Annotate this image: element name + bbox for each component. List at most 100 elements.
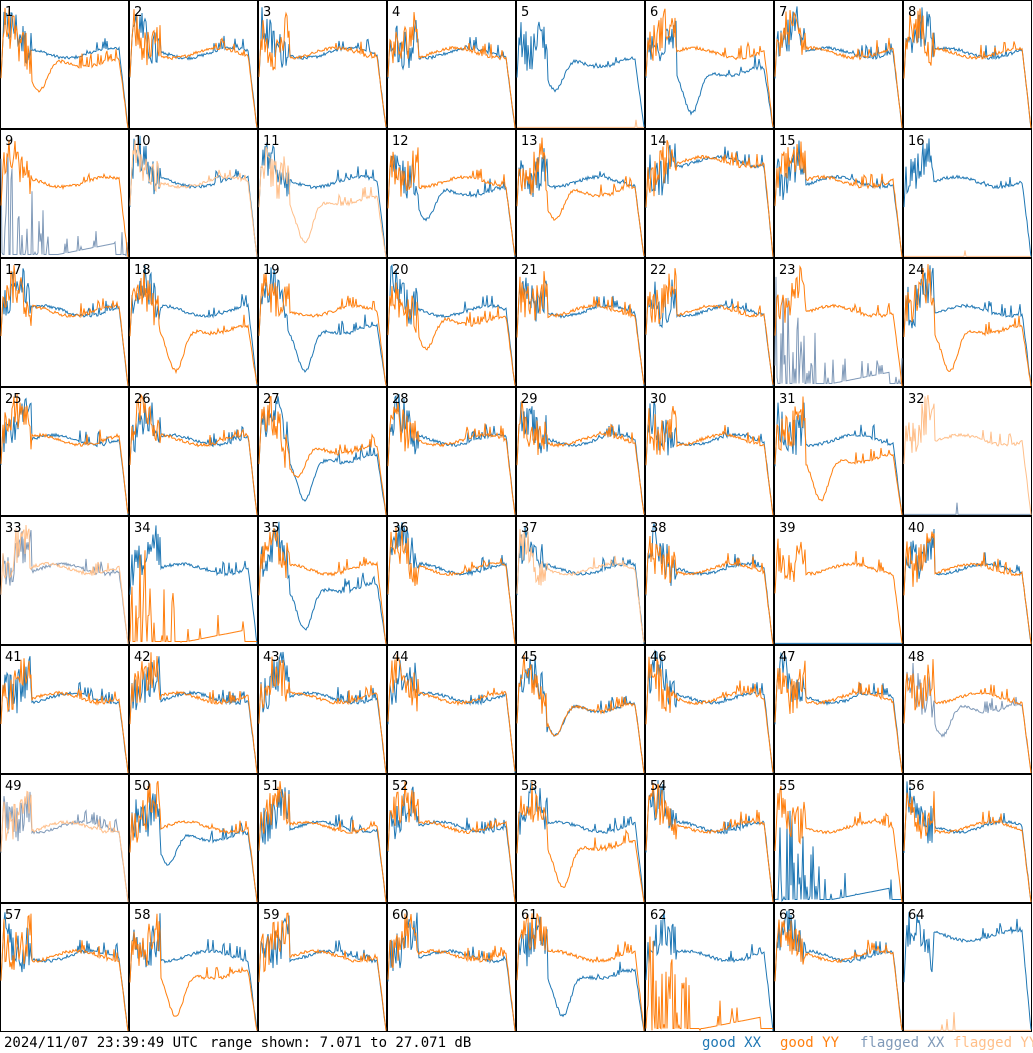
panel-label: 18 [134,263,151,278]
panel-frame [258,387,387,516]
panel-label: 25 [5,392,22,407]
series-xx-good [0,11,129,129]
panel-label: 37 [521,521,538,536]
series-xx-good [387,394,516,516]
panel-frame [774,516,903,645]
antenna-panel-11: 11 [258,129,387,258]
series-xx-good [129,913,258,1030]
legend-flagged-yy: flagged YY [953,1035,1033,1051]
series-yy-good [0,139,129,258]
antenna-panel-16: 16 [903,129,1032,258]
antenna-panel-15: 15 [774,129,903,258]
panel-label: 26 [134,392,151,407]
series-yy-good [0,913,129,1032]
panel-label: 58 [134,908,151,923]
panel-label: 30 [650,392,667,407]
series-yy-good [903,791,1032,903]
panel-frame [645,387,774,516]
series-xx-good [129,135,258,258]
series-xx-good [645,20,774,128]
antenna-panel-36: 36 [387,516,516,645]
antenna-panel-25: 25 [0,387,129,516]
antenna-panel-54: 54 [645,774,774,903]
series-yy-good [516,781,645,903]
series-xx-good [645,521,774,644]
series-yy-good [387,527,516,645]
panel-frame [516,903,645,1032]
series-yy-good [258,656,387,774]
panel-frame [387,774,516,903]
series-yy-good [0,658,129,774]
series-yy-good [645,936,773,1032]
panel-frame [387,129,516,258]
series-yy-good [0,265,129,386]
panel-label: 50 [134,779,151,794]
series-yy-good [258,528,387,645]
series-yy-flagged [0,790,129,903]
panel-frame [645,774,774,903]
panel-label: 10 [134,134,151,149]
footer: 2024/11/07 23:39:49 UTC range shown: 7.0… [0,1033,1033,1053]
antenna-panel-12: 12 [387,129,516,258]
series-xx-good [774,402,903,515]
antenna-panel-29: 29 [516,387,645,516]
antenna-panel-30: 30 [645,387,774,516]
panel-label: 46 [650,650,667,665]
series-yy-good [516,400,645,515]
series-yy-good [387,781,516,903]
series-yy-good [645,535,774,645]
panel-frame [516,129,645,258]
antenna-panel-55: 55 [774,774,903,903]
series-yy-good [774,538,903,644]
series-xx-good [903,7,1032,129]
antenna-panel-2: 2 [129,0,258,129]
panel-label: 57 [5,908,22,923]
panel-frame [258,516,387,645]
antenna-panel-9: 9 [0,129,129,258]
legend-flagged-xx: flagged XX [860,1035,945,1051]
antenna-panel-46: 46 [645,645,774,774]
panel-frame [0,0,129,129]
antenna-panel-10: 10 [129,129,258,258]
series-xx-good [516,402,645,514]
series-yy-good [129,652,258,774]
antenna-panel-34: 34 [129,516,258,645]
series-yy-flagged [903,394,1032,516]
panel-frame [903,0,1032,129]
series-yy-good [516,137,645,256]
series-xx-good [645,912,774,1032]
antenna-panel-6: 6 [645,0,774,129]
series-yy-good [129,270,258,385]
antenna-panel-48: 48 [903,645,1032,774]
panel-label: 2 [134,5,142,20]
antenna-panel-63: 63 [774,903,903,1032]
series-yy-good [0,393,129,514]
antenna-panel-51: 51 [258,774,387,903]
panel-frame [516,0,645,129]
antenna-panel-5: 5 [516,0,645,129]
series-yy-good [387,402,516,515]
series-yy-good [903,8,1032,129]
panel-label: 34 [134,521,151,536]
panel-label: 27 [263,392,280,407]
series-xx-good [645,279,774,387]
series-yy-good [774,660,903,773]
panel-frame [129,387,258,516]
antenna-panel-20: 20 [387,258,516,387]
series-yy-good [387,282,516,386]
panel-label: 64 [908,908,925,923]
series-xx-good [129,265,258,387]
panel-label: 41 [5,650,22,665]
series-xx-flagged [0,153,129,257]
panel-frame [0,645,129,774]
panel-label: 9 [5,134,13,149]
panel-frame [516,645,645,774]
panel-label: 61 [521,908,538,923]
antenna-panel-14: 14 [645,129,774,258]
panel-frame [774,645,903,774]
series-xx-good [258,396,387,516]
antenna-panel-60: 60 [387,903,516,1032]
antenna-panel-26: 26 [129,387,258,516]
panel-label: 11 [263,134,280,149]
